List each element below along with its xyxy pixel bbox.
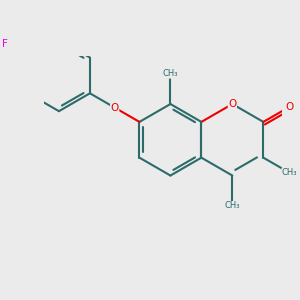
Text: O: O <box>286 102 294 112</box>
Text: CH₃: CH₃ <box>282 168 297 177</box>
Text: CH₃: CH₃ <box>163 69 178 78</box>
Text: O: O <box>228 99 236 109</box>
Text: F: F <box>2 39 8 49</box>
Text: CH₃: CH₃ <box>225 201 240 210</box>
Text: O: O <box>111 103 119 112</box>
